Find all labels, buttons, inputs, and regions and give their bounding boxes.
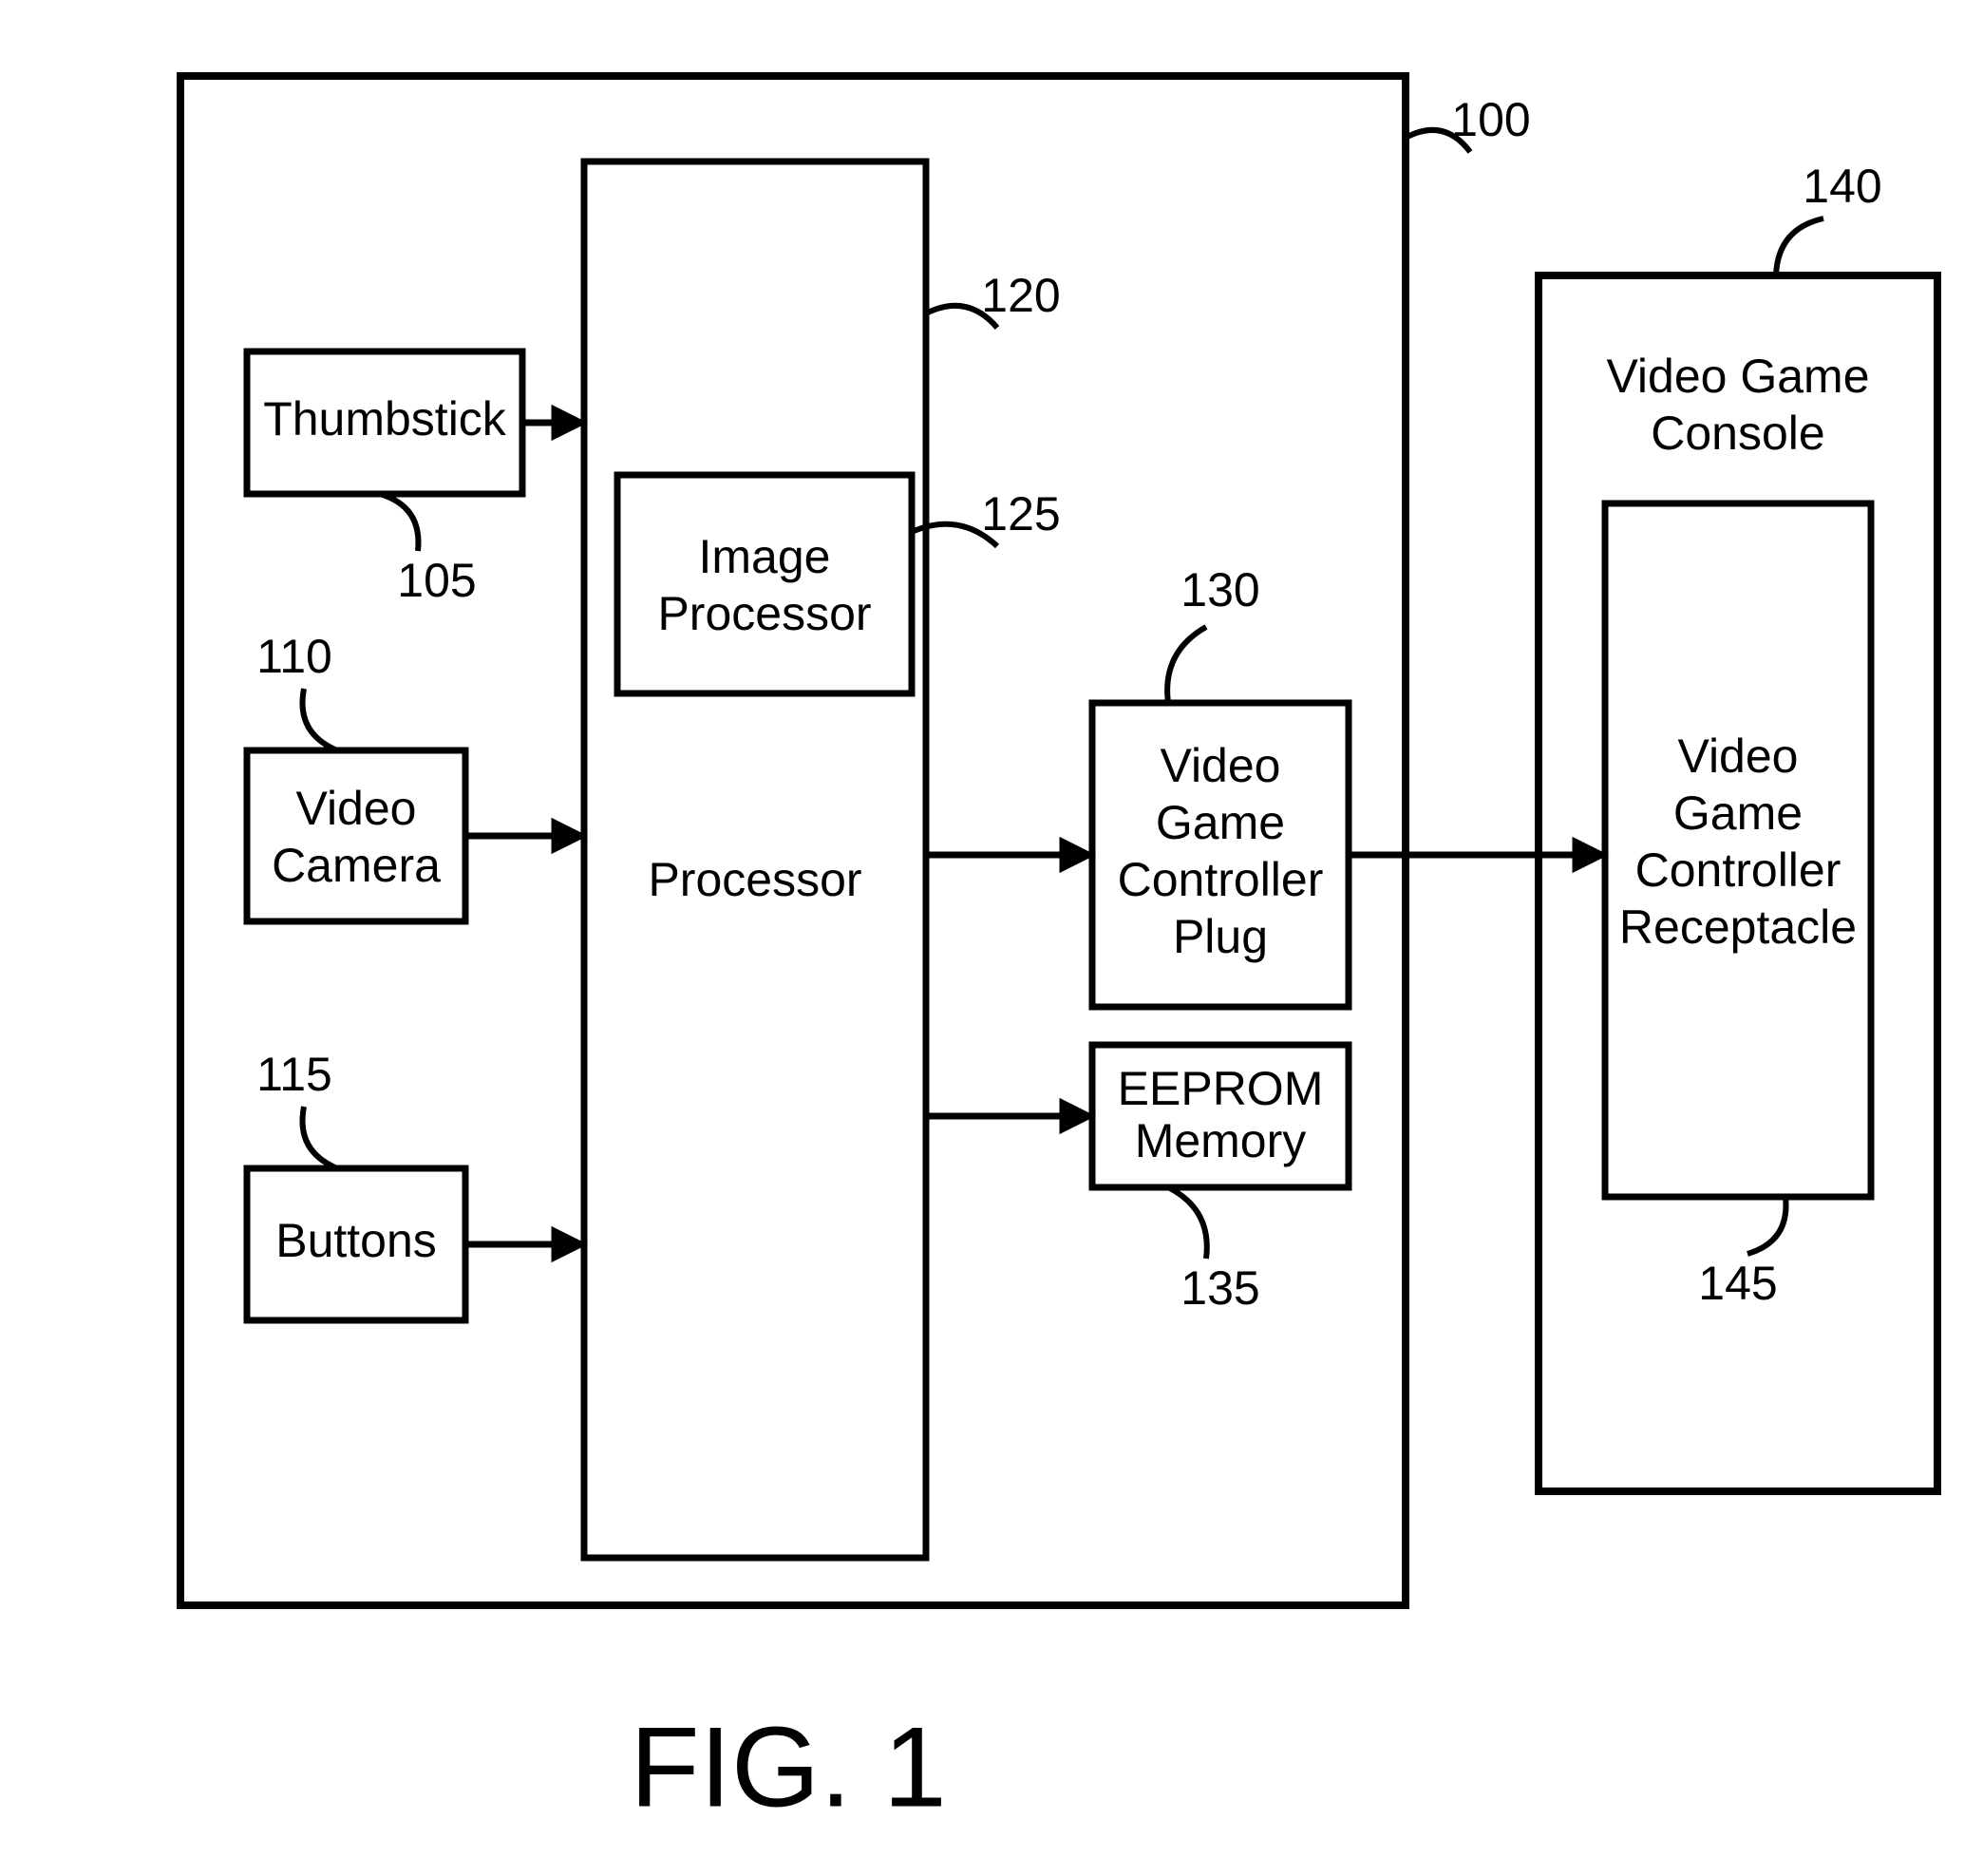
- plug-label-3: Controller: [1118, 853, 1324, 906]
- video-camera-label-2: Camera: [272, 839, 441, 892]
- receptacle-label-4: Receptacle: [1619, 900, 1857, 954]
- image-processor-box: [617, 475, 912, 693]
- thumbstick-label: Thumbstick: [263, 392, 507, 445]
- ref-lead-140: [1776, 218, 1823, 275]
- buttons-label: Buttons: [275, 1214, 437, 1267]
- ref-num-100: 100: [1451, 93, 1530, 146]
- ref-num-145: 145: [1698, 1257, 1777, 1310]
- figure-caption: FIG. 1: [630, 1704, 946, 1831]
- ref-num-110: 110: [256, 630, 332, 683]
- plug-label-2: Game: [1156, 796, 1285, 849]
- ref-num-140: 140: [1803, 160, 1881, 213]
- processor-label: Processor: [648, 853, 861, 906]
- console-label-line1: Video Game: [1606, 350, 1869, 403]
- plug-label-4: Plug: [1173, 910, 1268, 963]
- video-camera-label-1: Video: [296, 782, 417, 835]
- ref-num-115: 115: [256, 1048, 332, 1101]
- plug-label-1: Video: [1161, 739, 1281, 792]
- image-processor-label-2: Processor: [657, 587, 871, 640]
- eeprom-label-2: Memory: [1135, 1114, 1307, 1167]
- ref-num-120: 120: [981, 269, 1060, 322]
- ref-num-135: 135: [1180, 1261, 1259, 1315]
- receptacle-label-1: Video: [1678, 730, 1799, 783]
- ref-num-105: 105: [397, 554, 476, 607]
- receptacle-label-2: Game: [1673, 786, 1803, 840]
- ref-num-125: 125: [981, 487, 1060, 540]
- block-diagram: Video Game Console Processor Image Proce…: [0, 0, 1983, 1876]
- console-label-line2: Console: [1651, 407, 1824, 460]
- receptacle-label-3: Controller: [1635, 843, 1841, 897]
- video-camera-box: [247, 750, 465, 921]
- ref-num-130: 130: [1180, 563, 1259, 616]
- image-processor-label-1: Image: [699, 530, 831, 583]
- eeprom-label-1: EEPROM: [1118, 1062, 1324, 1115]
